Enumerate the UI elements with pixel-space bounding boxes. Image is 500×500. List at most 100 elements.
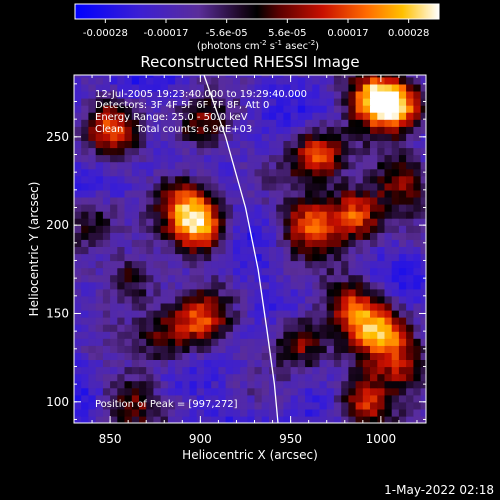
heatmap-cell	[406, 253, 414, 262]
heatmap-cell	[160, 126, 169, 134]
heatmap-cell	[124, 359, 133, 368]
heatmap-cell	[355, 401, 364, 410]
heatmap-cell	[110, 90, 118, 99]
heatmap-cell	[247, 302, 256, 311]
heatmap-cell	[297, 380, 306, 389]
heatmap-cell	[218, 401, 227, 410]
heatmap-cell	[276, 401, 284, 410]
heatmap-cell	[254, 175, 263, 184]
heatmap-cell	[398, 225, 407, 233]
heatmap-cell	[117, 232, 126, 240]
heatmap-cell	[355, 175, 364, 184]
heatmap-cell	[247, 119, 256, 127]
heatmap-cell	[139, 75, 147, 78]
heatmap-cell	[269, 232, 277, 240]
heatmap-cell	[131, 161, 140, 170]
heatmap-cell	[276, 76, 284, 85]
heatmap-cell	[254, 401, 263, 410]
heatmap-cell	[139, 253, 147, 262]
heatmap-cell	[247, 281, 256, 290]
heatmap-cell	[81, 90, 89, 99]
heatmap-cell	[225, 331, 234, 339]
heatmap-cell	[326, 408, 335, 417]
heatmap-cell	[297, 211, 306, 219]
heatmap-cell	[102, 338, 111, 346]
heatmap-cell	[348, 345, 357, 353]
heatmap-cell	[240, 309, 248, 318]
heatmap-cell	[240, 246, 248, 255]
heatmap-cell	[370, 204, 378, 212]
heatmap-cell	[110, 317, 118, 325]
heatmap-cell	[406, 373, 414, 382]
heatmap-cell	[232, 338, 241, 346]
heatmap-cell	[218, 76, 227, 85]
heatmap-cell	[196, 168, 205, 177]
heatmap-cell	[88, 352, 97, 360]
heatmap-cell	[211, 76, 219, 85]
heatmap-cell	[95, 189, 104, 198]
heatmap-cell	[276, 338, 284, 346]
heatmap-cell	[131, 415, 140, 423]
heatmap-cell	[391, 324, 400, 332]
heatmap-cell	[362, 218, 371, 226]
heatmap-cell	[398, 189, 407, 198]
heatmap-cell	[406, 408, 414, 417]
heatmap-cell	[398, 338, 407, 346]
heatmap-cell	[283, 133, 292, 141]
heatmap-cell	[348, 140, 357, 149]
heatmap-cell	[254, 352, 263, 360]
heatmap-cell	[247, 175, 256, 184]
heatmap-cell	[124, 239, 133, 247]
heatmap-cell	[398, 105, 407, 113]
heatmap-cell	[398, 211, 407, 219]
heatmap-cell	[232, 161, 241, 170]
heatmap-cell	[398, 161, 407, 170]
heatmap-cell	[355, 373, 364, 382]
heatmap-cell	[153, 225, 162, 233]
heatmap-cell	[362, 352, 371, 360]
heatmap-cell	[139, 133, 147, 141]
heatmap-cell	[88, 119, 97, 127]
heatmap-cell	[95, 126, 104, 134]
heatmap-cell	[211, 140, 219, 149]
colorbar-tick-label: 0.00028	[388, 28, 429, 39]
heatmap-cell	[377, 345, 386, 353]
heatmap-cell	[139, 196, 147, 205]
heatmap-cell	[196, 366, 205, 375]
heatmap-cell	[413, 253, 422, 262]
heatmap-cell	[204, 189, 212, 198]
heatmap-cell	[377, 274, 386, 283]
heatmap-cell	[189, 253, 198, 262]
heatmap-cell	[290, 98, 299, 106]
heatmap-cell	[139, 274, 147, 283]
heatmap-cell	[261, 83, 270, 92]
heatmap-cell	[182, 345, 191, 353]
heatmap-cell	[384, 331, 393, 339]
heatmap-cell	[391, 415, 400, 423]
heatmap-cell	[211, 394, 219, 403]
heatmap-cell	[276, 239, 284, 247]
heatmap-cell	[341, 352, 349, 360]
heatmap-cell	[305, 133, 313, 141]
heatmap-cell	[124, 246, 133, 255]
heatmap-cell	[355, 302, 364, 311]
heatmap-cell	[182, 380, 191, 389]
heatmap-cell	[341, 225, 349, 233]
heatmap-cell	[384, 204, 393, 212]
heatmap-cell	[283, 415, 292, 423]
heatmap-cell	[406, 288, 414, 297]
heatmap-cell	[333, 204, 342, 212]
heatmap-cell	[240, 260, 248, 269]
heatmap-cell	[102, 401, 111, 410]
heatmap-cell	[312, 161, 321, 170]
heatmap-cell	[225, 175, 234, 184]
heatmap-cell	[326, 401, 335, 410]
heatmap-cell	[247, 196, 256, 205]
heatmap-cell	[124, 76, 133, 85]
heatmap-cell	[333, 147, 342, 156]
heatmap-cell	[218, 309, 227, 318]
heatmap-cell	[182, 196, 191, 205]
heatmap-cell	[110, 380, 118, 389]
heatmap-cell	[326, 345, 335, 353]
colorbar-tick-label: -0.00028	[83, 28, 128, 39]
